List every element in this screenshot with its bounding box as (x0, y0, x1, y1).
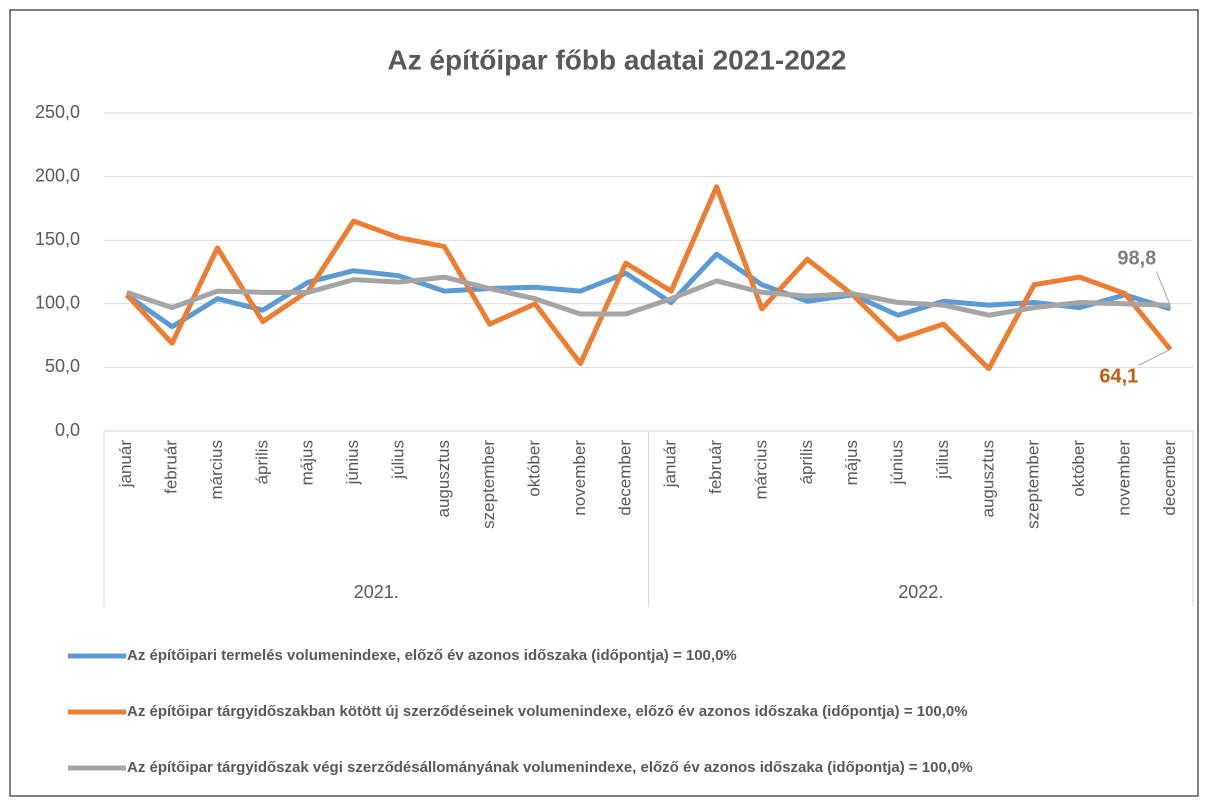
x-tick-label: augusztus (434, 440, 453, 518)
data-label: 98,8 (1117, 248, 1156, 270)
x-tick-label: március (751, 440, 770, 500)
x-tick-label: április (252, 440, 271, 484)
x-tick-label: június (888, 440, 907, 485)
x-tick-label: október (525, 440, 544, 497)
x-tick-label: szeptember (1024, 440, 1043, 529)
x-tick-label: január (116, 440, 135, 489)
legend-label: Az építőipar tárgyidőszakban kötött új s… (127, 703, 968, 720)
chart-title: Az építőipar főbb adatai 2021-2022 (387, 44, 846, 75)
series-line (124, 184, 1173, 372)
x-tick-label: március (207, 440, 226, 500)
x-tick-label: december (615, 440, 634, 516)
group-label: 2021. (354, 582, 399, 602)
x-tick-label: október (1069, 440, 1088, 497)
series-line (125, 251, 1172, 330)
legend-label: Az építőipar tárgyidőszak végi szerződés… (127, 759, 973, 776)
y-tick-label: 200,0 (35, 165, 80, 185)
x-tick-label: december (1160, 440, 1179, 516)
legend-label: Az építőipari termelés volumenindexe, el… (127, 647, 737, 664)
x-tick-label: április (797, 440, 816, 484)
x-tick-label: szeptember (479, 440, 498, 529)
x-tick-label: november (570, 440, 589, 516)
y-tick-label: 150,0 (35, 229, 80, 249)
y-tick-label: 250,0 (35, 102, 80, 122)
x-tick-label: május (842, 440, 861, 485)
x-tick-label: május (298, 440, 317, 485)
x-tick-label: február (706, 440, 725, 494)
leader-line (1155, 271, 1171, 306)
x-tick-label: augusztus (978, 440, 997, 518)
series-line (125, 274, 1171, 318)
group-label: 2022. (898, 582, 943, 602)
x-tick-label: január (661, 440, 680, 489)
x-tick-label: február (162, 440, 181, 494)
y-tick-label: 50,0 (45, 356, 80, 376)
data-label: 64,1 (1099, 366, 1138, 388)
x-tick-label: november (1114, 440, 1133, 516)
y-tick-label: 100,0 (35, 293, 80, 313)
x-tick-label: július (933, 440, 952, 480)
x-tick-label: július (388, 440, 407, 480)
y-tick-label: 0,0 (55, 420, 80, 440)
chart-border (9, 9, 1199, 797)
x-tick-label: június (343, 440, 362, 485)
leader-line (1138, 349, 1171, 366)
